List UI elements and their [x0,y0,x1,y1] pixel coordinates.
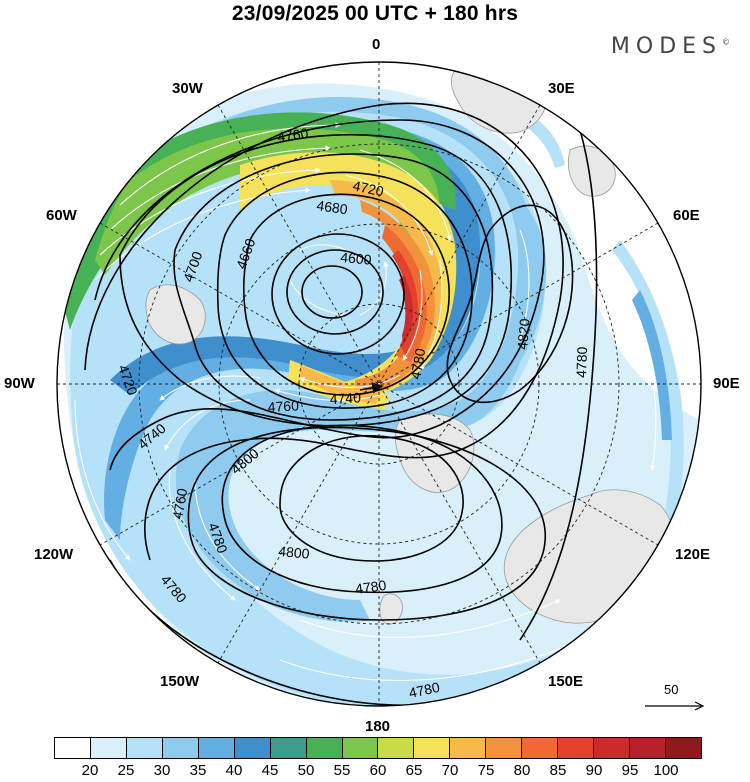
colorbar-swatch [306,738,343,758]
colorbar-tick-label: 40 [225,762,243,779]
lon-label-60e: 60E [673,207,700,224]
contour-label: 4680 [316,197,349,217]
contour-label: 4780 [407,679,441,701]
colorbar [54,737,702,759]
lon-label-90w: 90W [4,375,35,392]
colorbar-swatch [486,738,523,758]
contour-label: 4760 [169,487,190,521]
colorbar-swatch [665,738,701,758]
contour-label: 4800 [278,543,311,562]
contour-label: 4760 [267,397,299,415]
colorbar-tick-label: 55 [333,762,351,779]
contour-labels: 4760 4720 4680 4660 4600 4700 4720 4740 … [115,125,590,701]
lon-label-150e: 150E [548,673,584,690]
graticule [57,62,701,706]
wind-speed-shading [62,83,701,706]
colorbar-tick-label: 20 [81,762,99,779]
colorbar-swatch [234,738,271,758]
colorbar-ticks: 20 25 30 35 40 45 50 55 60 65 70 75 80 85 90 95 100 [54,762,702,780]
colorbar-swatch [558,738,595,758]
brand-logo: MODES© [611,34,730,59]
lon-label-120e: 120E [675,546,711,563]
colorbar-swatch [378,738,415,758]
contour-arrow [359,382,384,394]
lon-label-90e: 90E [713,375,740,392]
colorbar-swatch [342,738,379,758]
colorbar-tick-label: 100 [653,762,679,779]
colorbar-tick-label: 35 [189,762,207,779]
contour-label: 4720 [351,177,385,199]
colorbar-swatch [270,738,307,758]
lon-label-30w: 30W [172,80,203,97]
colorbar-swatch [450,738,487,758]
contour-label: 4600 [340,249,373,268]
lon-label-120w: 120W [34,546,74,563]
contour-label: 4780 [407,347,428,381]
lon-label-60w: 60W [46,207,77,224]
lon-label-0: 0 [372,36,381,53]
colorbar-swatch [90,738,127,758]
colorbar-swatch [522,738,559,758]
colorbar-tick-label: 90 [585,762,603,779]
colorbar-tick-label: 50 [297,762,315,779]
wind-reference-arrow [645,701,705,711]
map-title: 23/09/2025 00 UTC + 180 hrs [231,2,519,25]
colorbar-swatch [198,738,235,758]
colorbar-tick-label: 70 [441,762,459,779]
map-disk [57,62,701,706]
colorbar-tick-label: 30 [153,762,171,779]
map-boundary [56,61,702,707]
contour-label: 4820 [514,318,533,351]
contour-label: 4780 [573,346,590,378]
colorbar-tick-label: 80 [513,762,531,779]
polar-stereographic-map: 4760 4720 4680 4660 4600 4700 4720 4740 … [56,61,702,707]
colorbar-swatch [630,738,666,758]
colorbar-tick-label: 75 [477,762,495,779]
colorbar-swatch [414,738,451,758]
wind-reference-label: 50 [664,682,679,697]
colorbar-swatch [162,738,199,758]
colorbar-tick-label: 60 [369,762,387,779]
colorbar-tick-label: 85 [549,762,567,779]
colorbar-tick-label: 45 [261,762,279,779]
colorbar-swatch [594,738,630,758]
contour-label: 4740 [329,389,361,407]
lon-label-150w: 150W [160,673,200,690]
colorbar-tick-label: 65 [405,762,423,779]
contour-label: 4780 [354,577,387,597]
colorbar-swatch [55,738,91,758]
lon-label-180: 180 [365,718,391,735]
contour-label: 4760 [276,125,309,145]
brand-text: MODES [610,34,722,59]
colorbar-tick-label: 25 [117,762,135,779]
lon-label-30e: 30E [548,80,575,97]
colorbar-swatch [126,738,163,758]
colorbar-tick-label: 95 [621,762,639,779]
brand-copyright: © [722,37,730,47]
